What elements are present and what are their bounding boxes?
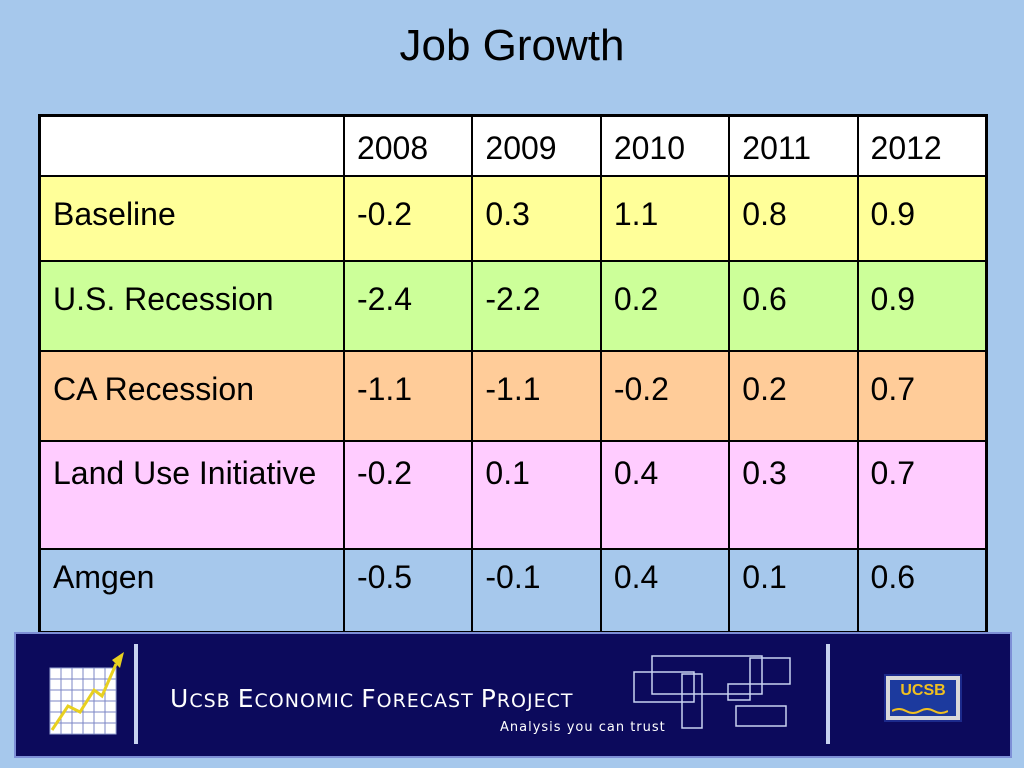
footer-banner: UCSB ECONOMIC FORECAST PROJECT Analysis … <box>14 632 1012 758</box>
slide-title: Job Growth <box>399 21 625 70</box>
table-header-row: 2008 2009 2010 2011 2012 <box>38 114 988 177</box>
value-cell: -0.2 <box>342 174 474 262</box>
header-year: 2010 <box>599 114 731 177</box>
value-cell: -0.2 <box>342 439 474 550</box>
value-cell: 0.2 <box>599 259 731 352</box>
job-growth-table: 2008 2009 2010 2011 2012 Baseline -0.2 0… <box>38 114 988 634</box>
value-cell: -1.1 <box>471 349 602 442</box>
value-cell: 0.7 <box>856 439 988 550</box>
header-year: 2009 <box>471 114 602 177</box>
table-row: Land Use Initiative -0.2 0.1 0.4 0.3 0.7 <box>38 439 988 550</box>
divider-bar <box>826 644 830 744</box>
brand-letter: P <box>480 684 497 713</box>
value-cell: 0.3 <box>471 174 602 262</box>
tagline: Analysis you can trust <box>500 720 666 735</box>
value-cell: 0.1 <box>728 547 859 634</box>
header-year: 2008 <box>342 114 474 177</box>
header-corner-cell <box>38 114 345 177</box>
brand-letter: E <box>237 684 255 713</box>
brand-name: UCSB ECONOMIC FORECAST PROJECT <box>170 684 573 713</box>
brand-letter: U <box>170 684 190 713</box>
value-cell: 0.9 <box>856 259 988 352</box>
brand-letter: F <box>361 684 377 713</box>
row-label: U.S. Recession <box>38 259 345 352</box>
brand-text: CONOMIC <box>254 690 362 712</box>
table-row: Amgen -0.5 -0.1 0.4 0.1 0.6 <box>38 547 988 634</box>
table-row: U.S. Recession -2.4 -2.2 0.2 0.6 0.9 <box>38 259 988 352</box>
table-row: CA Recession -1.1 -1.1 -0.2 0.2 0.7 <box>38 349 988 442</box>
brand-text: CSB <box>189 690 238 712</box>
brand-text: ORECAST <box>376 690 481 712</box>
brand-text: ROJECT <box>496 690 574 712</box>
value-cell: -1.1 <box>342 349 474 442</box>
value-cell: -0.1 <box>471 547 602 634</box>
header-year: 2011 <box>728 114 859 177</box>
value-cell: 0.7 <box>856 349 988 442</box>
value-cell: 0.2 <box>728 349 859 442</box>
value-cell: 0.3 <box>728 439 859 550</box>
ucsb-logo: UCSB <box>884 674 962 722</box>
value-cell: 0.4 <box>599 547 731 634</box>
table-row: Baseline -0.2 0.3 1.1 0.8 0.9 <box>38 174 988 262</box>
overlapping-boxes-icon <box>633 655 791 729</box>
row-label: CA Recession <box>38 349 345 442</box>
row-label: Baseline <box>38 174 345 262</box>
logo-wave-icon <box>892 708 948 714</box>
row-label: Land Use Initiative <box>38 439 345 550</box>
value-cell: -2.2 <box>471 259 602 352</box>
value-cell: 0.6 <box>856 547 988 634</box>
value-cell: 0.4 <box>599 439 731 550</box>
value-cell: 0.9 <box>856 174 988 262</box>
value-cell: 0.8 <box>728 174 859 262</box>
value-cell: 1.1 <box>599 174 731 262</box>
header-year: 2012 <box>856 114 988 177</box>
growth-chart-icon <box>49 652 124 735</box>
value-cell: -0.2 <box>599 349 731 442</box>
divider-bar <box>134 644 138 744</box>
value-cell: 0.1 <box>471 439 602 550</box>
value-cell: -2.4 <box>342 259 474 352</box>
value-cell: 0.6 <box>728 259 859 352</box>
row-label: Amgen <box>38 547 345 634</box>
value-cell: -0.5 <box>342 547 474 634</box>
